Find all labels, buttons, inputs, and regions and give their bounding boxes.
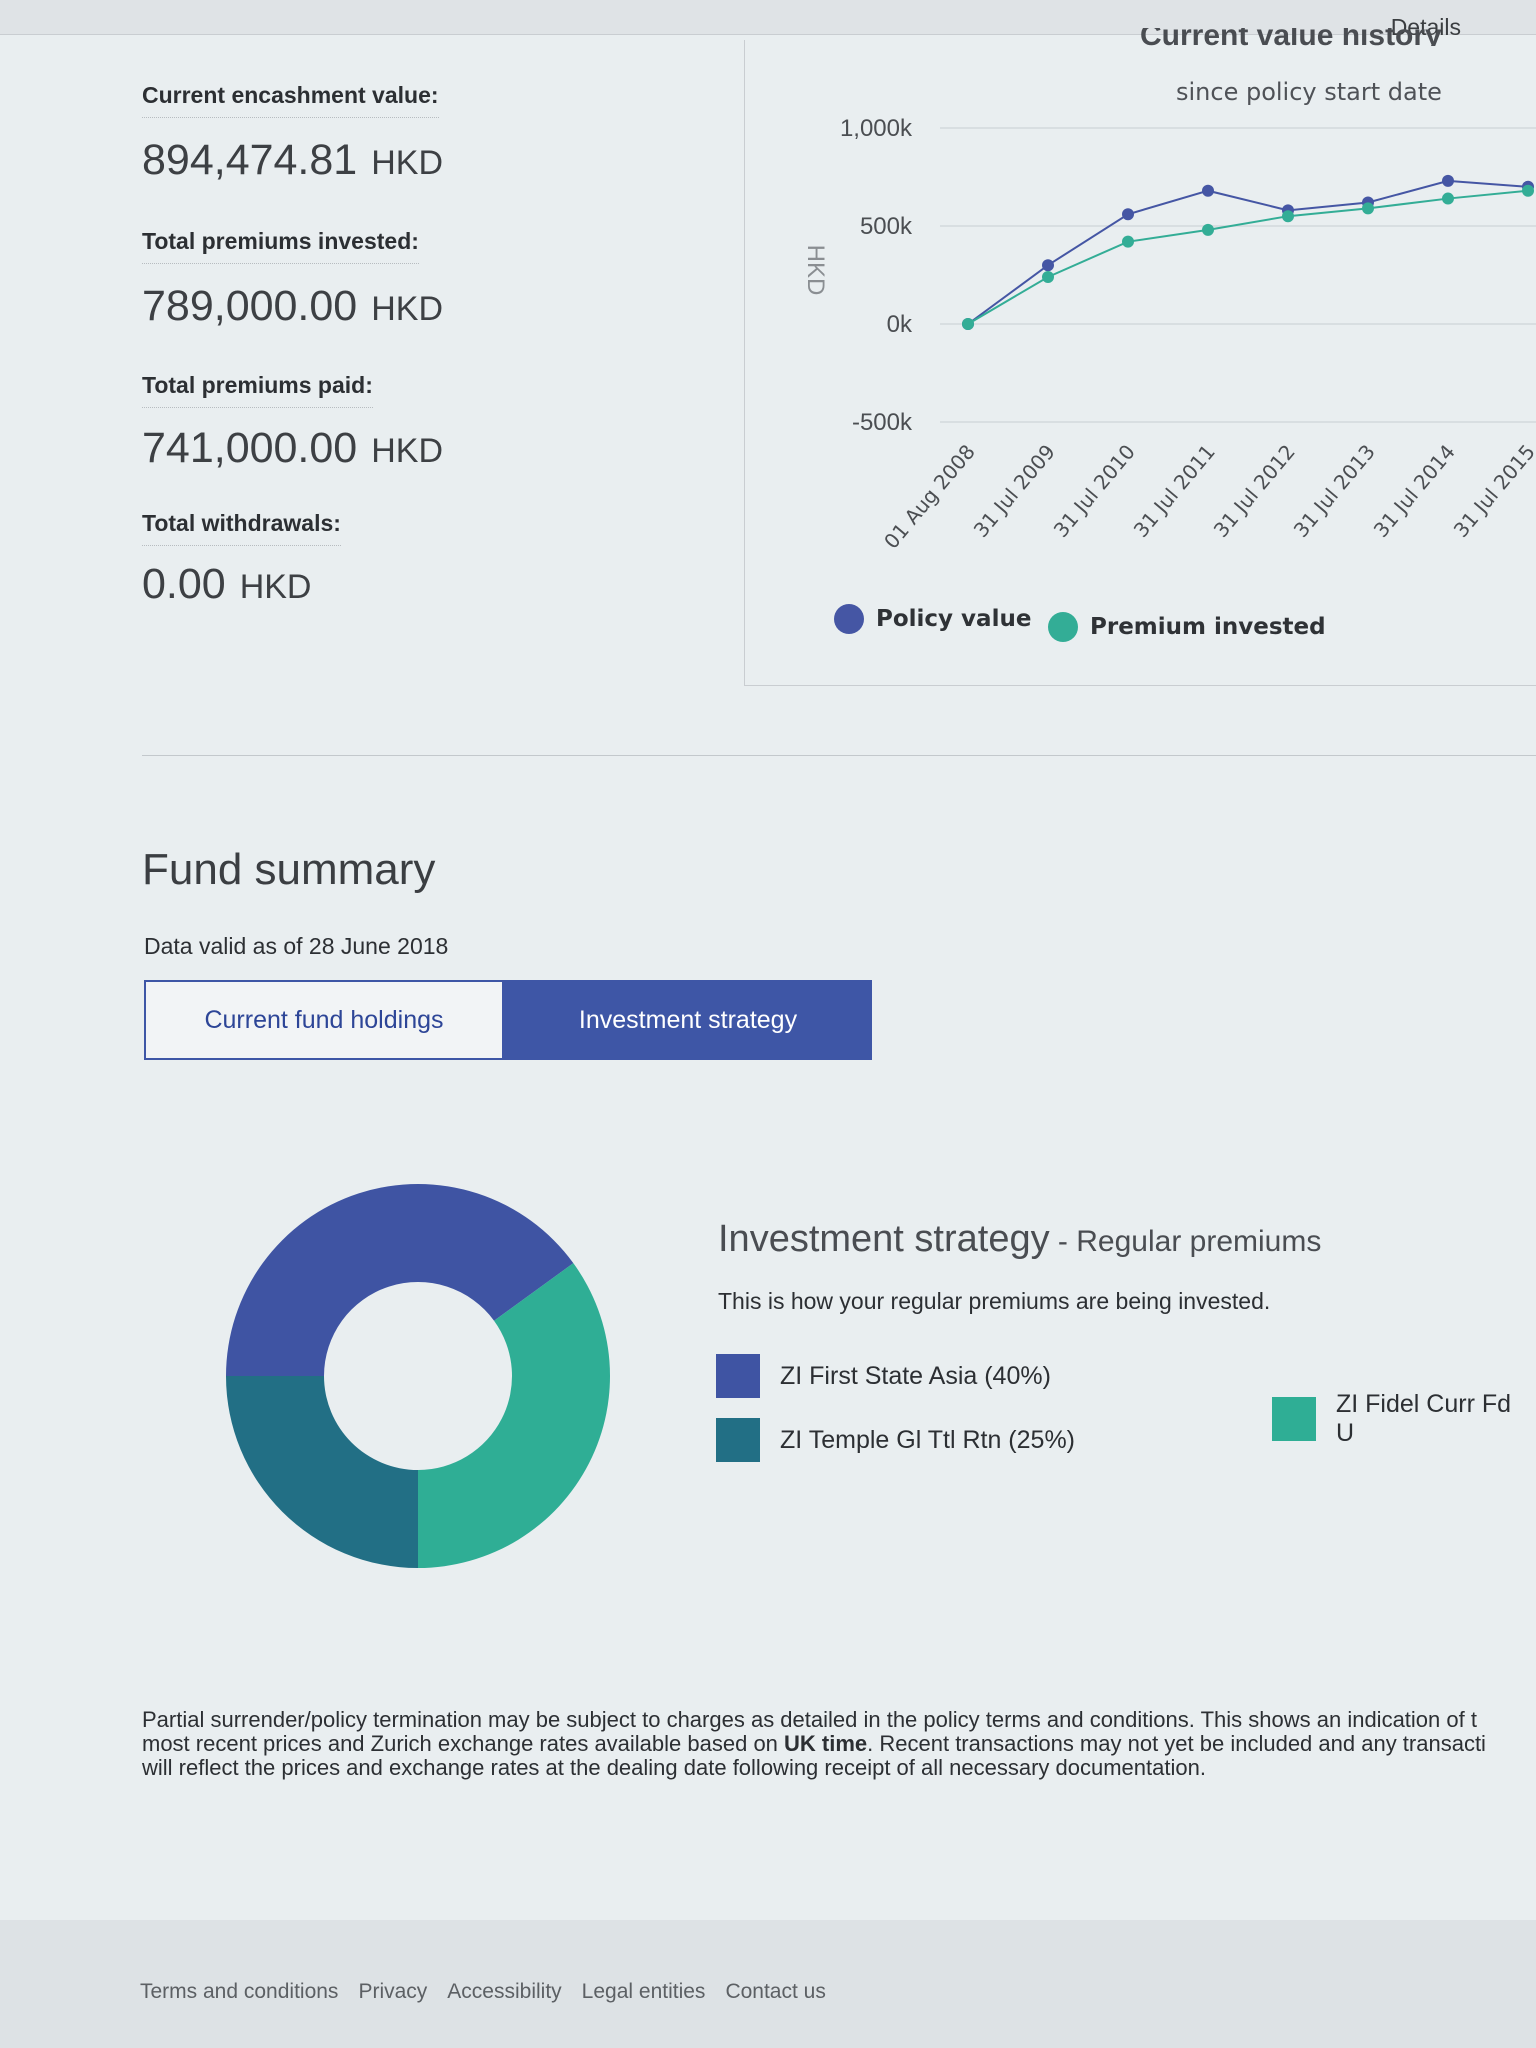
details-link[interactable]: Details — [1390, 14, 1461, 40]
x-tick-label: 31 Jul 2010 — [1049, 440, 1140, 542]
donut-slice[interactable] — [226, 1376, 418, 1568]
footer-links: Terms and conditions Privacy Accessibili… — [140, 1980, 826, 2004]
fund-color-swatch — [716, 1418, 760, 1462]
fund-label: ZI Temple Gl Ttl Rtn (25%) — [780, 1425, 1075, 1454]
data-point — [1522, 184, 1534, 197]
withdrawals-label: Total withdrawals: — [142, 510, 341, 546]
x-tick-label: 31 Jul 2009 — [969, 440, 1060, 542]
chart-title: Current value history — [1140, 28, 1442, 46]
encashment-amount: 894,474.81 — [142, 136, 358, 184]
premiums-paid-value: 741,000.00 HKD — [142, 424, 443, 473]
legend-label: Premium invested — [1090, 614, 1326, 640]
disclaimer-line: will reflect the prices and exchange rat… — [142, 1755, 1206, 1780]
data-valid-date: Data valid as of 28 June 2018 — [144, 933, 449, 959]
donut-slice[interactable] — [226, 1184, 574, 1376]
fund-summary-tabs: Current fund holdings Investment strateg… — [144, 980, 872, 1060]
top-bar: Details — [0, 0, 1536, 40]
currency-label: HKD — [371, 432, 444, 470]
tab-investment-strategy[interactable]: Investment strategy — [504, 980, 872, 1060]
data-point — [1202, 184, 1214, 197]
disclaimer-line: most recent prices and Zurich exchange r… — [142, 1732, 1536, 1756]
premiums-invested-value: 789,000.00 HKD — [142, 282, 443, 331]
fund-legend-item: ZI Fidel Curr Fd U — [1272, 1390, 1536, 1448]
chart-subtitle: since policy start date — [1176, 78, 1442, 106]
disclaimer-text: Partial surrender/policy termination may… — [142, 1708, 1536, 1780]
fund-legend-item: ZI Temple Gl Ttl Rtn (25%) — [716, 1418, 1075, 1462]
investment-strategy-donut — [226, 1184, 610, 1568]
footer-link-privacy[interactable]: Privacy — [358, 1980, 428, 2003]
encashment-value: 894,474.81 HKD — [142, 136, 443, 185]
data-point — [1122, 235, 1134, 248]
currency-label: HKD — [371, 144, 444, 182]
fund-label: ZI Fidel Curr Fd U — [1336, 1390, 1512, 1447]
y-tick-label: 500k — [860, 213, 913, 240]
fund-legend-item: ZI First State Asia (40%) — [716, 1354, 1051, 1398]
strategy-title-text: Investment strategy — [718, 1218, 1050, 1260]
fund-color-swatch — [716, 1354, 760, 1398]
footer-link-legal-entities[interactable]: Legal entities — [581, 1980, 706, 2003]
footer-link-accessibility[interactable]: Accessibility — [447, 1980, 562, 2003]
legend-dot-icon — [1048, 612, 1078, 642]
legend-label: Policy value — [876, 606, 1032, 632]
disclaimer-fragment: . Recent transactions may not yet be inc… — [867, 1731, 1486, 1756]
series-line-0 — [967, 179, 1529, 325]
data-point — [1042, 259, 1054, 272]
tab-current-fund-holdings[interactable]: Current fund holdings — [144, 980, 504, 1060]
strategy-subtitle: - Regular premiums — [1049, 1225, 1322, 1258]
y-tick-label: 1,000k — [840, 115, 913, 142]
section-divider — [142, 755, 1536, 756]
disclaimer-fragment: most recent prices and Zurich exchange r… — [142, 1731, 785, 1756]
value-history-panel — [744, 40, 1536, 686]
data-point — [1442, 192, 1454, 205]
data-point — [1282, 210, 1294, 223]
withdrawals-value: 0.00 HKD — [142, 560, 312, 609]
legend-premium-invested[interactable]: Premium invested — [1048, 612, 1326, 642]
legend-dot-icon — [834, 604, 864, 634]
encashment-label: Current encashment value: — [142, 82, 439, 118]
disclaimer-line: Partial surrender/policy termination may… — [142, 1707, 1477, 1732]
y-tick-label: 0k — [887, 311, 913, 338]
currency-label: HKD — [371, 290, 444, 328]
page-footer: Terms and conditions Privacy Accessibili… — [0, 1920, 1536, 2048]
x-tick-label: 31 Jul 2011 — [1129, 440, 1220, 542]
series-line-1 — [967, 189, 1529, 325]
premiums-paid-label: Total premiums paid: — [142, 372, 373, 408]
x-tick-label: 31 Jul 2015 — [1449, 440, 1536, 542]
withdrawals-amount: 0.00 — [142, 560, 226, 608]
fund-color-swatch — [1272, 1397, 1316, 1441]
premiums-invested-amount: 789,000.00 — [142, 282, 358, 330]
x-tick-label: 31 Jul 2013 — [1289, 440, 1380, 542]
donut-slice[interactable] — [418, 1263, 610, 1568]
data-point — [1442, 174, 1454, 187]
data-point — [962, 318, 974, 330]
premiums-invested-label: Total premiums invested: — [142, 228, 419, 264]
y-axis-label: HKD — [802, 245, 829, 296]
strategy-description: This is how your regular premiums are be… — [718, 1288, 1271, 1314]
data-point — [1122, 208, 1134, 221]
y-tick-label: -500k — [852, 409, 913, 436]
x-tick-label: 31 Jul 2014 — [1369, 440, 1460, 542]
strategy-title: Investment strategy - Regular premiums — [718, 1218, 1321, 1261]
premiums-paid-amount: 741,000.00 — [142, 424, 358, 472]
data-point — [1042, 270, 1054, 283]
x-tick-label: 01 Aug 2008 — [879, 440, 980, 554]
data-point — [1362, 202, 1374, 215]
fund-label: ZI First State Asia (40%) — [780, 1361, 1051, 1390]
footer-link-contact[interactable]: Contact us — [725, 1980, 826, 2003]
disclaimer-emphasis: UK time — [784, 1731, 868, 1756]
footer-link-terms[interactable]: Terms and conditions — [140, 1980, 339, 2003]
data-point — [1202, 223, 1214, 236]
x-tick-label: 31 Jul 2012 — [1209, 440, 1300, 542]
fund-summary-title: Fund summary — [142, 845, 436, 894]
legend-policy-value[interactable]: Policy value — [834, 604, 1031, 634]
currency-label: HKD — [239, 568, 312, 606]
